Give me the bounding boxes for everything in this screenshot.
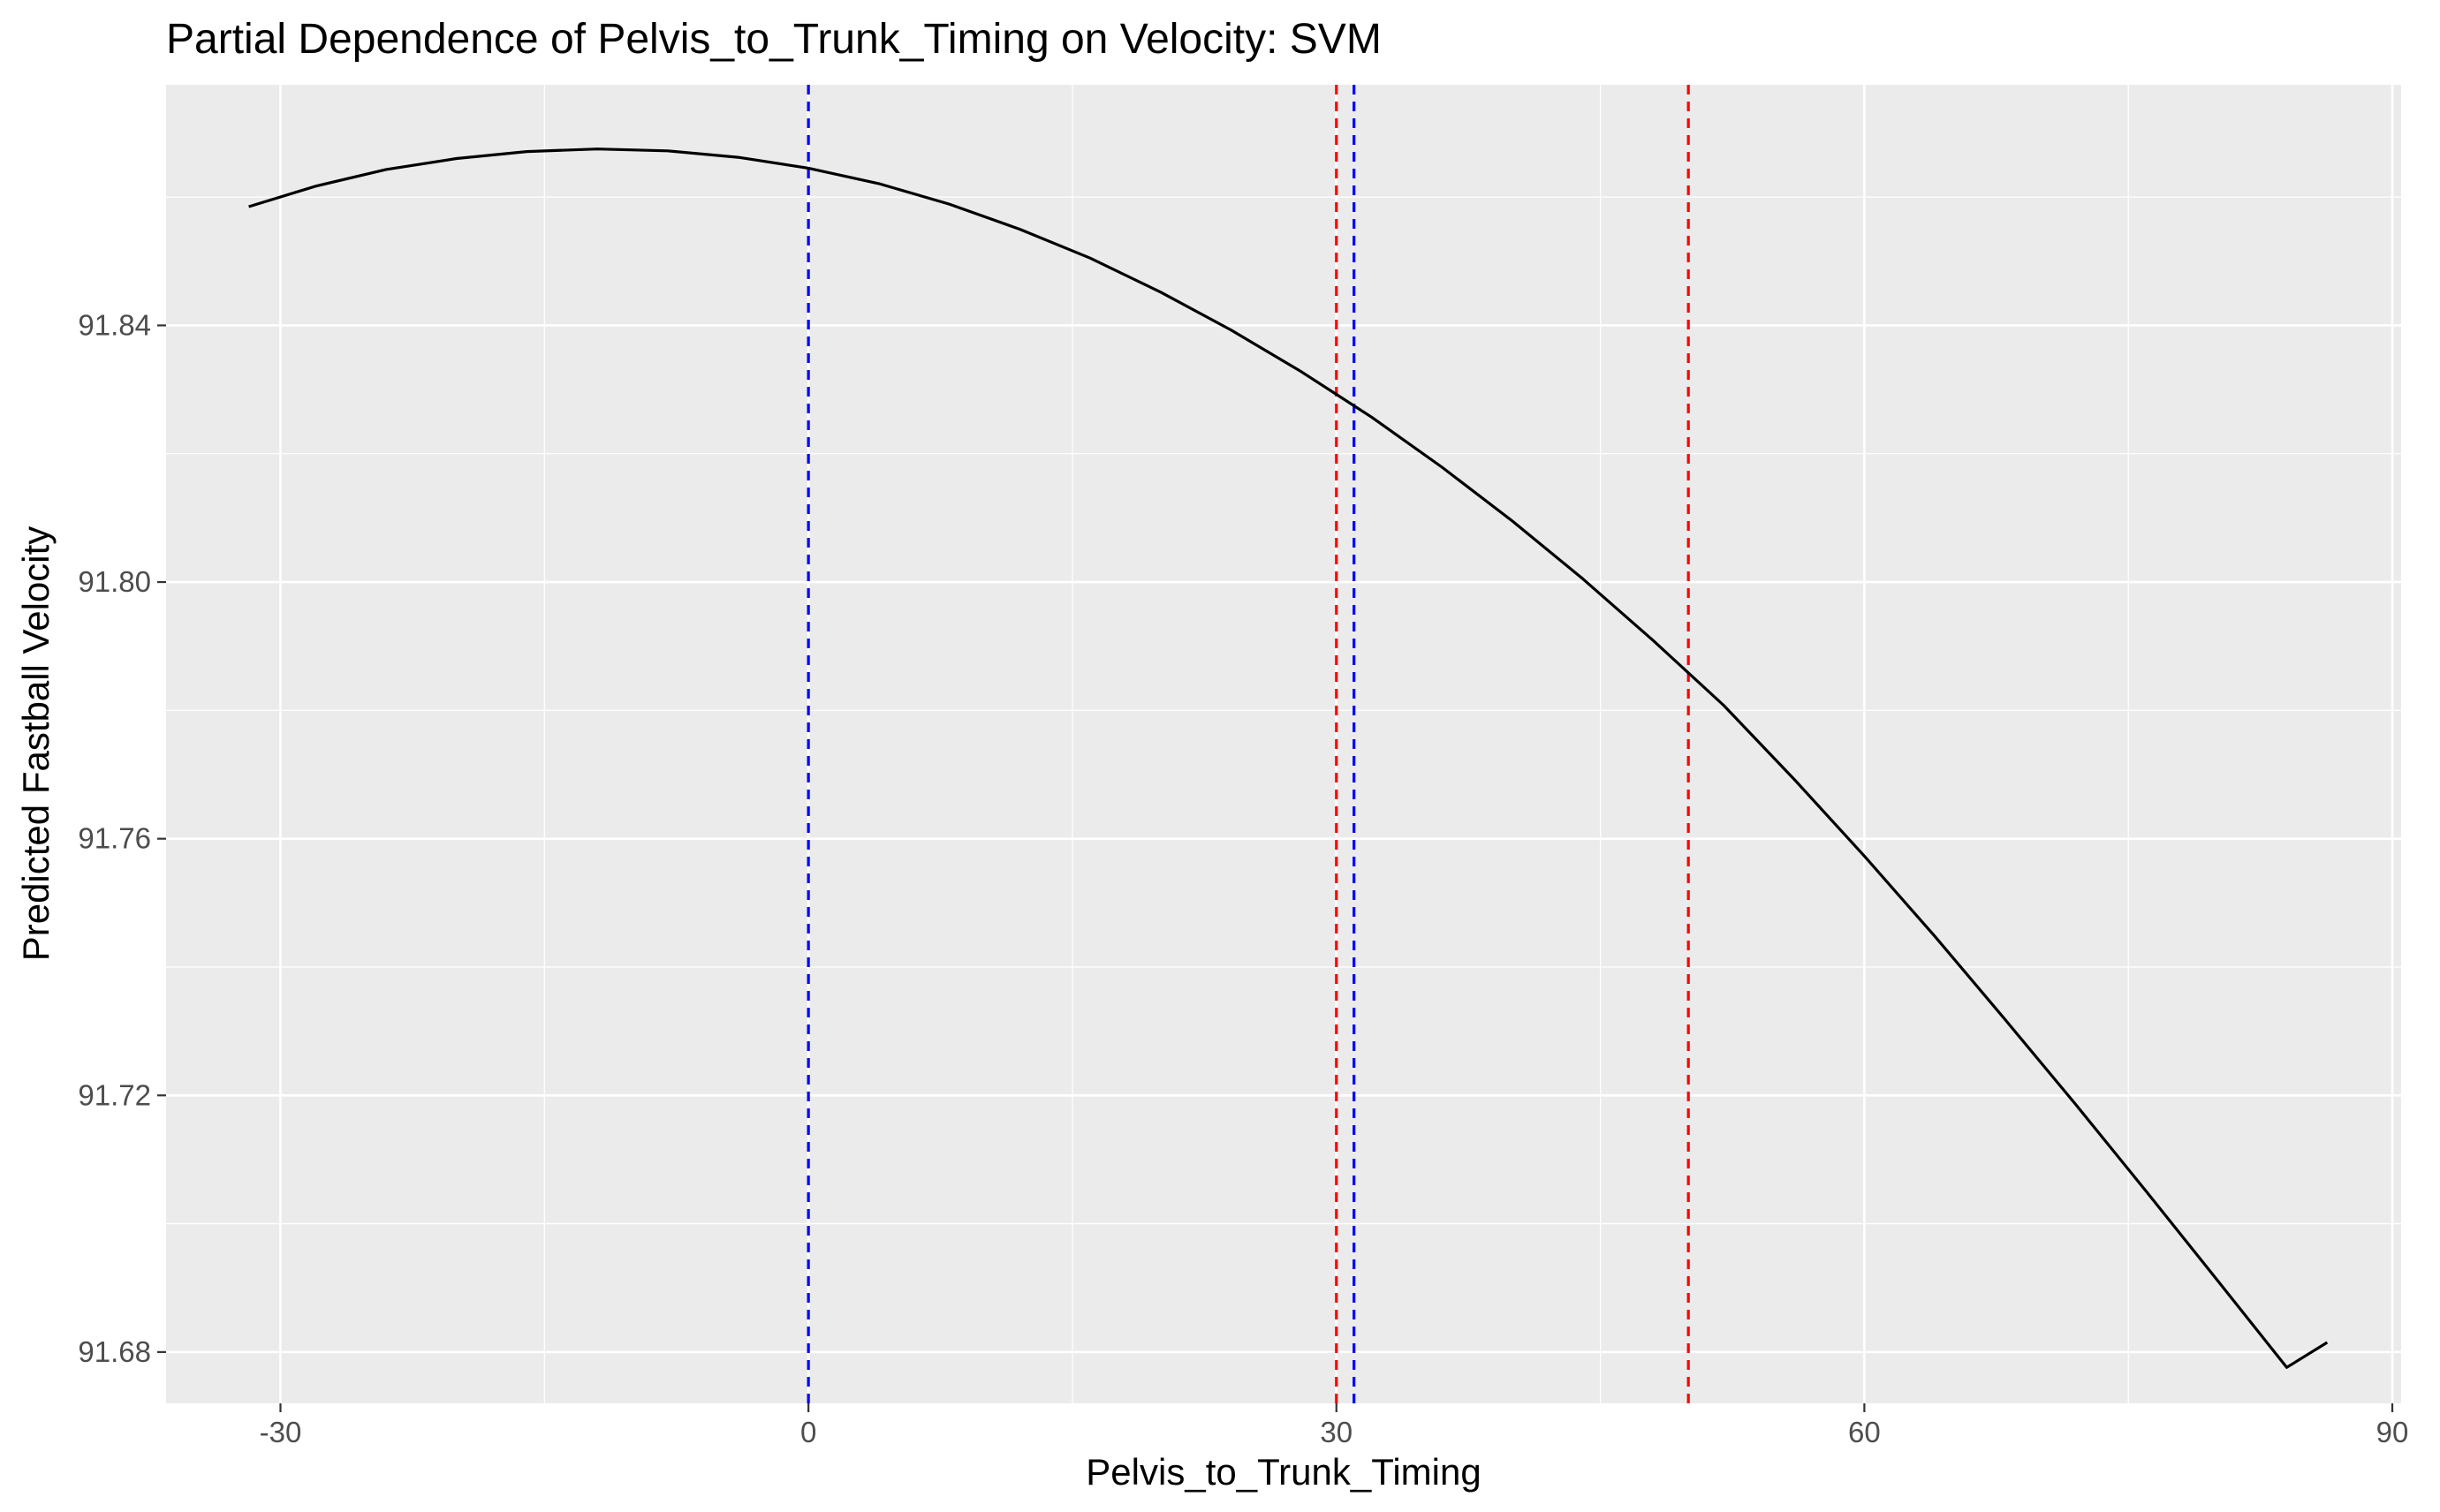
series-line <box>248 147 2329 1369</box>
y-axis-title: Predicted Fastball Velocity <box>15 526 57 962</box>
y-tick-label: 91.84 <box>78 308 151 341</box>
x-tick-label: 30 <box>1320 1416 1353 1448</box>
chart-title: Partial Dependence of Pelvis_to_Trunk_Ti… <box>166 16 1382 63</box>
x-tick-label: 60 <box>1848 1416 1881 1448</box>
plot-panel <box>166 85 2401 1403</box>
x-axis-title: Pelvis_to_Trunk_Timing <box>1086 1451 1481 1493</box>
minor-gridlines <box>166 85 2401 1403</box>
x-tick-label: 0 <box>800 1416 816 1448</box>
y-tick-label: 91.68 <box>78 1335 151 1368</box>
series-layer <box>248 147 2329 1369</box>
x-axis-ticks: -30 0 30 60 90 <box>260 1403 2409 1448</box>
reference-lines <box>807 85 1690 1403</box>
y-axis-ticks: 91.68 91.72 91.76 91.80 91.84 <box>78 308 166 1368</box>
x-tick-label: -30 <box>260 1416 302 1448</box>
x-tick-label: 90 <box>2376 1416 2409 1448</box>
y-tick-label: 91.72 <box>78 1078 151 1111</box>
y-tick-label: 91.80 <box>78 565 151 598</box>
y-tick-label: 91.76 <box>78 822 151 855</box>
